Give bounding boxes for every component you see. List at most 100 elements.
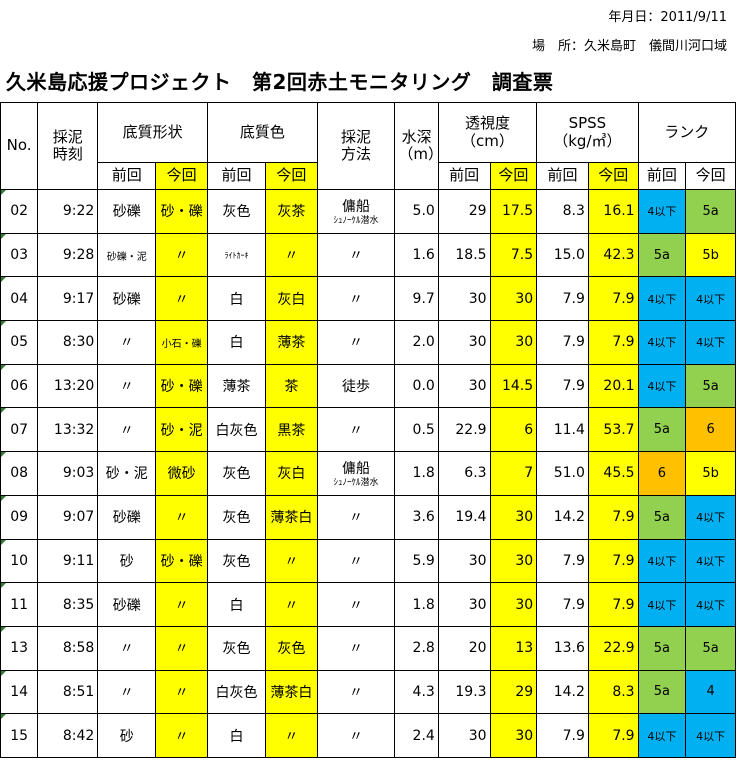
cell-depth: 2.0	[394, 320, 439, 365]
cell-no: 11	[0, 582, 39, 627]
cell-time: 13:32	[37, 407, 99, 453]
cell-spss-prev: 15.0	[536, 232, 589, 278]
cell-spss-prev: 7.9	[536, 276, 589, 322]
cell-color-prev: 白灰色	[207, 669, 266, 715]
cell-color-curr: 〃	[264, 713, 318, 758]
cell-clarity-curr: 13	[489, 625, 538, 671]
cell-spss-curr: 8.3	[587, 669, 639, 715]
cell-rank-prev: 4以下	[637, 320, 687, 365]
method-label: 〃	[349, 248, 364, 265]
cell-color-prev: 灰色	[207, 451, 266, 496]
cell-spss-prev: 13.6	[536, 625, 589, 671]
cell-color-curr: 黒茶	[264, 407, 318, 453]
cell-color-prev: 白	[207, 276, 266, 322]
cell-clarity-prev: 20	[437, 625, 491, 671]
cell-type-prev: 砂礫・泥	[97, 232, 157, 278]
cell-color-curr: 茶	[264, 363, 318, 409]
method-label: 〃	[349, 553, 364, 570]
cell-type-curr: 砂・礫	[155, 538, 208, 584]
survey-table: No. 採泥 時刻 底質形状 底質色 採泥 方法 水深 （m） 透視度 （cm）…	[0, 102, 737, 758]
header-spss-label: SPSS （kg/㎥）	[553, 114, 622, 150]
cell-type-curr: 砂・泥	[155, 407, 208, 453]
cell-type-prev: 砂礫	[97, 276, 157, 322]
table-row: 11 8:35 砂礫〃白〃〃 1.8 30 30 7.9 7.9 4以下 4以下	[0, 582, 736, 627]
cell-rank-prev: 4以下	[637, 189, 687, 234]
method-label: 〃	[349, 684, 364, 701]
cell-color-prev: 白	[207, 582, 266, 627]
cell-clarity-prev: 22.9	[437, 407, 491, 453]
header-method: 採泥 方法	[316, 102, 396, 190]
method-label: 傭船	[342, 199, 371, 216]
cell-type-prev: 〃	[97, 625, 157, 671]
cell-type-prev: 〃	[97, 669, 157, 715]
cell-rank-curr: 5a	[685, 363, 736, 409]
header-color-curr: 今回	[264, 162, 318, 190]
cell-method: 〃	[316, 320, 396, 365]
header-clarity-prev: 前回	[437, 162, 491, 190]
cell-method: 〃	[316, 669, 396, 715]
table-body: 02 9:22 砂礫 砂・礫 灰色 灰茶 傭船 ｼｭﾉｰｹﾙ潜水 5.0 29 17.5 8.3 16.…	[0, 189, 736, 758]
cell-color-curr: 灰色	[264, 625, 318, 671]
cell-time: 9:11	[37, 538, 99, 584]
cell-no: 02	[0, 189, 39, 234]
cell-rank-prev: 4以下	[637, 582, 687, 627]
cell-time: 9:07	[37, 494, 99, 540]
cell-color-curr: 〃	[264, 232, 318, 278]
cell-spss-prev: 51.0	[536, 451, 589, 496]
header-spss-curr: 今回	[587, 162, 639, 190]
cell-color-prev: 白	[207, 320, 266, 365]
header-color-prev: 前回	[207, 162, 266, 190]
cell-depth: 0.5	[394, 407, 439, 453]
cell-type-curr: 微砂	[155, 451, 208, 496]
cell-clarity-curr: 17.5	[489, 189, 538, 234]
cell-clarity-prev: 18.5	[437, 232, 491, 278]
cell-spss-prev: 7.9	[536, 713, 589, 758]
cell-time: 8:58	[37, 625, 99, 671]
cell-depth: 3.6	[394, 494, 439, 540]
cell-clarity-curr: 30	[489, 582, 538, 627]
cell-type-curr: 〃	[155, 713, 208, 758]
cell-type-prev: 砂礫	[97, 189, 157, 234]
header-spss: SPSS （kg/㎥）	[536, 102, 639, 163]
cell-type-curr: 砂・礫	[155, 189, 208, 234]
survey-date: 年月日：2011/9/11	[608, 10, 727, 25]
cell-method: 〃	[316, 407, 396, 453]
cell-method: 〃	[316, 276, 396, 322]
cell-clarity-curr: 30	[489, 276, 538, 322]
cell-spss-curr: 45.5	[587, 451, 639, 496]
cell-no: 04	[0, 276, 39, 322]
cell-depth: 9.7	[394, 276, 439, 322]
cell-time: 13:20	[37, 363, 99, 409]
cell-spss-curr: 22.9	[587, 625, 639, 671]
header-rank-prev: 前回	[637, 162, 687, 190]
method-label: 〃	[349, 597, 364, 614]
cell-no: 03	[0, 232, 39, 278]
header-type-curr: 今回	[155, 162, 208, 190]
header-clarity-label: 透視度 （cm）	[461, 114, 514, 150]
cell-spss-curr: 7.9	[587, 320, 639, 365]
table-row: 08 9:03 砂・泥 微砂 灰色 灰白 傭船 ｼｭﾉｰｹﾙ潜水 1.8 6.3 7 51.0 45.5…	[0, 451, 736, 496]
cell-spss-prev: 7.9	[536, 320, 589, 365]
cell-time: 9:22	[37, 189, 99, 234]
cell-rank-prev: 6	[637, 451, 687, 496]
method-label: 〃	[349, 510, 364, 527]
survey-location: 場 所：久米島町 儀間川河口域	[531, 39, 727, 54]
cell-type-curr: 小石・礫	[155, 320, 208, 365]
method-label: 〃	[349, 422, 364, 439]
table-row: 14 8:51 〃〃白灰色 薄茶白〃 4.3 19.3 29 14.2 8.3 5a 4	[0, 669, 736, 715]
cell-color-curr: 灰白	[264, 451, 318, 496]
cell-color-curr: 薄茶白	[264, 669, 318, 715]
cell-method: 〃	[316, 538, 396, 584]
cell-color-curr: 灰茶	[264, 189, 318, 234]
cell-time: 8:35	[37, 582, 99, 627]
method-label: 傭船	[342, 461, 371, 478]
cell-rank-prev: 5a	[637, 232, 687, 278]
cell-depth: 0.0	[394, 363, 439, 409]
cell-type-prev: 砂・泥	[97, 451, 157, 496]
cell-clarity-curr: 30	[489, 320, 538, 365]
cell-time: 8:30	[37, 320, 99, 365]
table-row: 09 9:07 砂礫〃灰色 薄茶白〃 3.6 19.4 30 14.2 7.9 5a 4以下	[0, 494, 736, 540]
table-row: 10 9:11 砂砂・礫 灰色〃〃 5.9 30 30 7.9 7.9 4以下 4以下	[0, 538, 736, 584]
cell-spss-curr: 7.9	[587, 276, 639, 322]
table-row: 03 9:28 砂礫・泥〃ﾗｲﾄｶｰｷ〃〃 1.6 18.5 7.5 15.0 42.3 5a 5…	[0, 232, 736, 278]
